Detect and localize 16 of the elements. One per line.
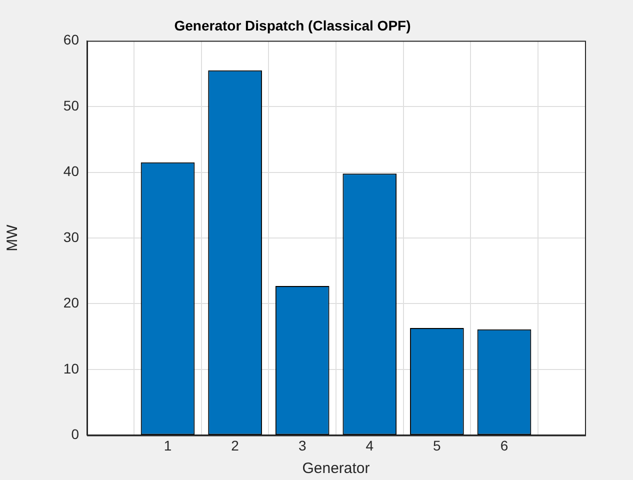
x-axis-title: Generator [302, 460, 370, 478]
y-tick-label: 10 [63, 360, 80, 376]
y-tick-label: 60 [63, 32, 80, 48]
y-axis-title: MW [4, 224, 22, 252]
chart-title: Generator Dispatch (Classical OPF) [174, 17, 411, 34]
x-tick-label: 1 [164, 437, 172, 454]
x-tick-label: 2 [231, 437, 240, 454]
y-tick-label: 50 [63, 97, 80, 114]
x-tick-label: 5 [433, 437, 442, 454]
y-tick-label: 20 [63, 294, 80, 311]
x-tick-label: 3 [298, 437, 306, 454]
y-tick-label: 30 [63, 228, 80, 245]
x-tick-label: 6 [500, 437, 508, 454]
y-tick-label: 0 [71, 426, 80, 442]
y-tick-label: 40 [63, 163, 80, 180]
x-tick-label: 4 [366, 437, 374, 454]
